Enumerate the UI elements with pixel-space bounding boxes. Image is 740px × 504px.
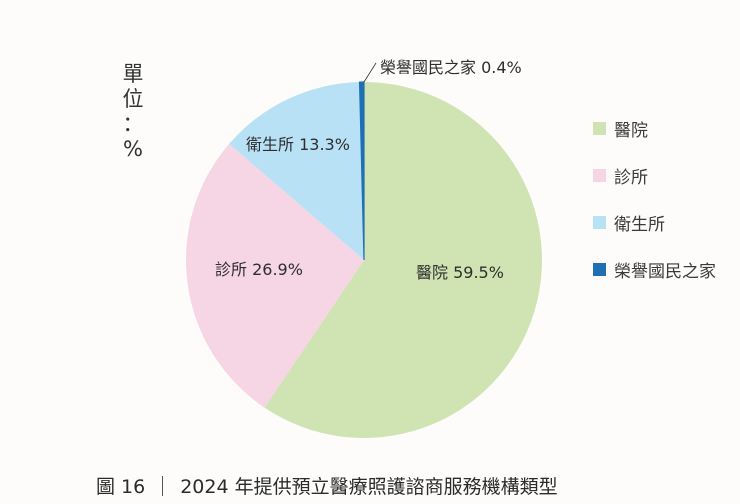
- caption-divider: [162, 475, 164, 496]
- figure-caption: 圖 16 2024 年提供預立醫療照護諮商服務機構類型: [96, 472, 558, 499]
- swatch-health-center: [593, 215, 606, 229]
- leader-line: [363, 62, 377, 83]
- legend-item-clinic: 診所: [593, 163, 716, 188]
- slice-clinic: [186, 143, 364, 408]
- legend-label: 診所: [614, 167, 648, 188]
- figure-number: 圖 16: [96, 476, 146, 498]
- legend: 醫院 診所 衛生所 榮譽國民之家: [593, 116, 716, 304]
- label-veterans-home: 榮譽國民之家 0.4%: [380, 58, 522, 77]
- swatch-clinic: [593, 168, 606, 182]
- legend-label: 醫院: [614, 120, 648, 141]
- legend-label: 榮譽國民之家: [614, 261, 716, 282]
- label-hospital: 醫院 59.5%: [416, 263, 504, 282]
- slice-health-center: [229, 82, 364, 261]
- unit-char: 單: [122, 62, 144, 86]
- unit-char: 位: [122, 87, 144, 111]
- swatch-hospital: [593, 121, 606, 135]
- swatch-veterans-home: [593, 262, 606, 276]
- legend-label: 衛生所: [614, 214, 665, 235]
- unit-label: 單 位 ： %: [118, 62, 148, 162]
- unit-char: %: [123, 137, 143, 161]
- legend-item-hospital: 醫院: [593, 116, 716, 141]
- legend-item-health-center: 衛生所: [593, 210, 716, 235]
- slice-veterans-home: [358, 81, 365, 261]
- label-clinic: 診所 26.9%: [215, 260, 303, 279]
- figure-title: 2024 年提供預立醫療照護諮商服務機構類型: [180, 476, 558, 498]
- label-health-center: 衛生所 13.3%: [246, 135, 350, 154]
- slice-hospital: [264, 82, 542, 438]
- legend-item-veterans-home: 榮譽國民之家: [593, 257, 716, 282]
- unit-char: ：: [122, 112, 144, 136]
